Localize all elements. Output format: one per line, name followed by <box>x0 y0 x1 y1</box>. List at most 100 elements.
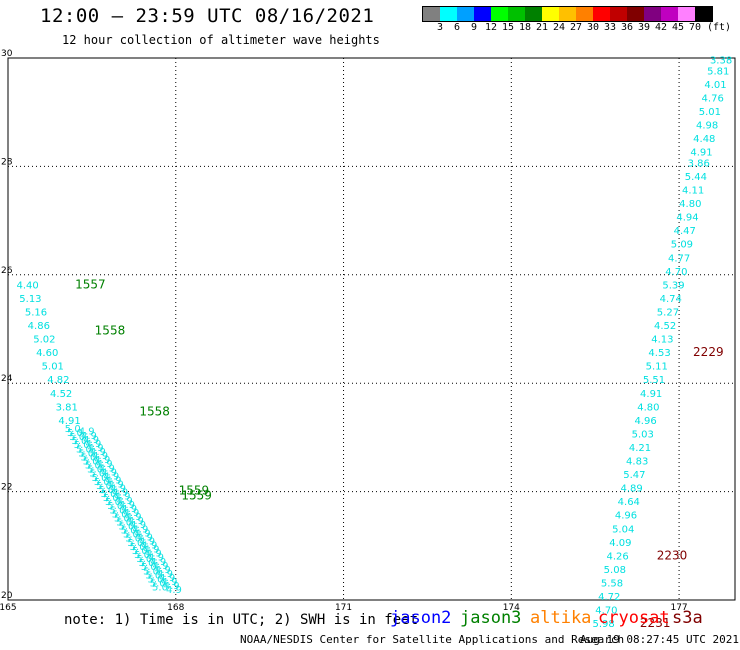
wave-height-label-west-dense: 5.0 <box>85 461 101 472</box>
legend-bin-label: 39 <box>637 22 651 33</box>
legend-swatch <box>423 7 440 21</box>
wave-height-label-west-dense: 5.0 <box>123 530 139 541</box>
wave-height-label-west-dense: 4.9 <box>112 488 128 499</box>
wave-height-label-west: 4.86 <box>28 321 50 332</box>
legend-bin-label: 33 <box>603 22 617 33</box>
legend-swatch <box>440 7 457 21</box>
x-tick-label: 171 <box>335 603 352 613</box>
legend-swatch <box>457 7 474 21</box>
wave-height-label-west-dense: 4.9 <box>83 435 99 446</box>
wave-height-label-east: 4.74 <box>660 294 682 305</box>
wave-height-label-west-dense: 5.0 <box>101 489 117 500</box>
wave-height-label-east: 4.70 <box>665 267 687 278</box>
wave-height-label-west-dense: 4.9 <box>146 549 162 560</box>
wave-height-label-west: 4.60 <box>36 348 58 359</box>
wave-height-label-east: 4.11 <box>682 186 704 197</box>
legend-swatch <box>593 7 610 21</box>
wave-height-label-west-dense: 4.9 <box>103 471 119 482</box>
wave-height-label-east: 4.91 <box>640 389 662 400</box>
wave-height-label-west-dense: 5.0 <box>112 509 128 520</box>
wave-height-label-west-dense: 5.0 <box>145 570 161 581</box>
legend-bin-label: 70 <box>688 22 702 33</box>
wave-height-label-west: 4.91 <box>58 416 80 427</box>
wave-height-label-west: 5.02 <box>33 335 55 346</box>
legend-bin-label: 45 <box>671 22 685 33</box>
wave-height-label-east: 4.89 <box>620 484 642 495</box>
legend-swatch <box>474 7 491 21</box>
wave-height-label-west: 3.81 <box>56 402 78 413</box>
chart-title: 12:00 — 23:59 UTC 08/16/2021 <box>40 5 375 27</box>
wave-height-label-east: 3.38 <box>710 55 732 66</box>
credit-line: NOAA/NESDIS Center for Satellite Applica… <box>240 633 625 646</box>
wave-height-label-east: 4.72 <box>598 592 620 603</box>
pass-time-label: 1559 <box>179 483 210 497</box>
wave-height-label-west-dense: 4.9 <box>81 431 97 442</box>
legend-swatch <box>661 7 678 21</box>
wave-height-label-west-dense: 4.9 <box>153 561 169 572</box>
wave-height-label-west-dense: 4.9 <box>108 480 124 491</box>
wave-height-label-east: 5.39 <box>662 280 684 291</box>
wave-height-label-east: 4.13 <box>651 335 673 346</box>
legend-unit: (ft) <box>707 22 732 33</box>
wave-height-label-east: 4.96 <box>634 416 656 427</box>
legend-bin-label: 30 <box>586 22 600 33</box>
legend-swatch <box>542 7 559 21</box>
legend-bin-label: 42 <box>654 22 668 33</box>
wave-height-label-east: 4.70 <box>595 606 617 617</box>
wave-height-label-west-dense: 4.9 <box>150 557 166 568</box>
wave-height-label-west-dense: 5.0 <box>121 526 137 537</box>
wave-height-label-east: 5.11 <box>646 362 668 373</box>
wave-height-label-east: 5.08 <box>604 565 626 576</box>
wave-height-label-east: 4.77 <box>668 253 690 264</box>
x-tick-label: 174 <box>503 603 520 613</box>
wave-height-label-east: 5.04 <box>612 524 634 535</box>
legend-bin-label: 9 <box>470 22 478 33</box>
wave-height-label-west-dense: 5.0 <box>134 550 150 561</box>
legend-swatch <box>610 7 627 21</box>
wave-height-label-west-dense: 5.0 <box>76 444 92 455</box>
footer-note: note: 1) Time is in UTC; 2) SWH is in fe… <box>64 612 419 628</box>
wave-height-label-east: 5.27 <box>657 307 679 318</box>
wave-height-label-west-dense: 5.0 <box>105 497 121 508</box>
wave-height-label-west-dense: 4.9 <box>162 577 178 588</box>
wave-height-label-west-dense: 5.0 <box>148 574 164 585</box>
wave-height-label-west-dense: 4.9 <box>99 463 115 474</box>
wave-height-label-west: 4.52 <box>50 389 72 400</box>
x-tick-label: 165 <box>0 603 17 613</box>
wave-height-label-west-dense: 4.9 <box>124 508 140 519</box>
y-tick-label: 20 <box>1 591 13 601</box>
wave-height-label-east: 5.98 <box>592 619 614 630</box>
legend-bin-label: 27 <box>569 22 583 33</box>
pass-time-label: 1559 <box>181 489 212 503</box>
wave-height-label-west-dense: 5.0 <box>103 493 119 504</box>
wave-height-label-west-dense: 5.0 <box>143 566 159 577</box>
pass-time-label: 1558 <box>139 405 170 419</box>
wave-height-label-west-dense: 4.9 <box>79 427 95 438</box>
wave-height-label-west-dense: 5.0 <box>98 485 114 496</box>
wave-height-label-west-dense: 5.0 <box>67 428 83 439</box>
legend-bin-label: 6 <box>453 22 461 33</box>
y-tick-label: 28 <box>1 157 13 167</box>
legend-bin-label: 21 <box>535 22 549 33</box>
wave-height-label-east: 4.94 <box>676 213 698 224</box>
pass-time-label: 2231 <box>640 616 671 630</box>
pass-time-label: 1557 <box>75 277 106 291</box>
wave-height-label-west-dense: 5.0 <box>72 436 88 447</box>
wave-height-label-west-dense: 5.0 <box>107 501 123 512</box>
wave-height-label-west-dense: 4.9 <box>88 443 104 454</box>
wave-height-label-west-dense: 5.0 <box>74 440 90 451</box>
wave-height-label-east: 4.64 <box>618 497 640 508</box>
wave-height-label-east: 4.80 <box>679 199 701 210</box>
wave-height-label-west-dense: 5.0 <box>110 505 126 516</box>
wave-height-label-east: 5.03 <box>632 429 654 440</box>
wave-height-label-west-dense: 5.0 <box>114 513 130 524</box>
legend-swatch <box>695 7 712 21</box>
y-tick-label: 24 <box>1 374 13 384</box>
wave-height-label-east: 4.26 <box>606 551 628 562</box>
y-tick-label: 30 <box>1 49 13 59</box>
wave-height-label-west-dense: 5.0 <box>152 583 168 594</box>
x-tick-label: 168 <box>167 603 184 613</box>
wave-height-label-west-dense: 5.0 <box>118 522 134 533</box>
satellite-jason3: jason3 <box>460 608 522 628</box>
